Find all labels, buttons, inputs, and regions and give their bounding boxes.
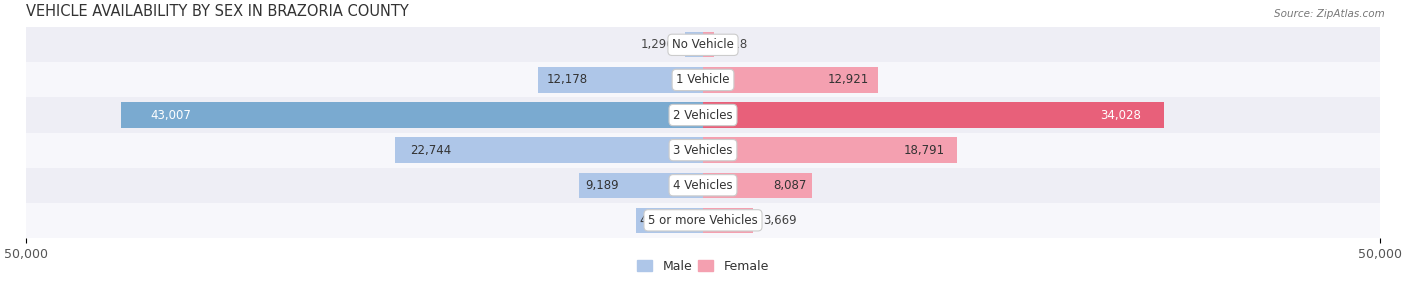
Bar bbox=[27, 168, 1379, 203]
Bar bbox=[703, 67, 877, 93]
Bar bbox=[686, 32, 703, 58]
Bar bbox=[395, 137, 703, 163]
Text: VEHICLE AVAILABILITY BY SEX IN BRAZORIA COUNTY: VEHICLE AVAILABILITY BY SEX IN BRAZORIA … bbox=[27, 4, 409, 19]
Bar bbox=[27, 203, 1379, 238]
Text: 8,087: 8,087 bbox=[773, 179, 807, 192]
Bar bbox=[703, 137, 957, 163]
Bar bbox=[703, 173, 813, 198]
Text: 3 Vehicles: 3 Vehicles bbox=[673, 144, 733, 157]
Bar bbox=[121, 103, 703, 128]
Bar bbox=[579, 173, 703, 198]
Text: Source: ZipAtlas.com: Source: ZipAtlas.com bbox=[1274, 9, 1385, 19]
Bar bbox=[703, 32, 714, 58]
Text: 3,669: 3,669 bbox=[763, 214, 797, 227]
Text: 4,926: 4,926 bbox=[640, 214, 673, 227]
Bar bbox=[538, 67, 703, 93]
Text: 1 Vehicle: 1 Vehicle bbox=[676, 73, 730, 86]
Bar bbox=[703, 208, 752, 233]
Bar bbox=[27, 27, 1379, 62]
Bar bbox=[27, 62, 1379, 98]
Text: 9,189: 9,189 bbox=[585, 179, 619, 192]
Text: 818: 818 bbox=[725, 38, 747, 51]
Text: 22,744: 22,744 bbox=[411, 144, 451, 157]
Text: 5 or more Vehicles: 5 or more Vehicles bbox=[648, 214, 758, 227]
Bar bbox=[27, 132, 1379, 168]
Text: No Vehicle: No Vehicle bbox=[672, 38, 734, 51]
Text: 18,791: 18,791 bbox=[904, 144, 945, 157]
Text: 1,296: 1,296 bbox=[641, 38, 675, 51]
Text: 2 Vehicles: 2 Vehicles bbox=[673, 109, 733, 121]
Bar bbox=[703, 103, 1164, 128]
Text: 43,007: 43,007 bbox=[150, 109, 191, 121]
Text: 12,178: 12,178 bbox=[547, 73, 588, 86]
Bar bbox=[27, 98, 1379, 132]
Text: 12,921: 12,921 bbox=[828, 73, 869, 86]
Bar bbox=[637, 208, 703, 233]
Legend: Male, Female: Male, Female bbox=[633, 255, 773, 278]
Text: 34,028: 34,028 bbox=[1099, 109, 1140, 121]
Text: 4 Vehicles: 4 Vehicles bbox=[673, 179, 733, 192]
